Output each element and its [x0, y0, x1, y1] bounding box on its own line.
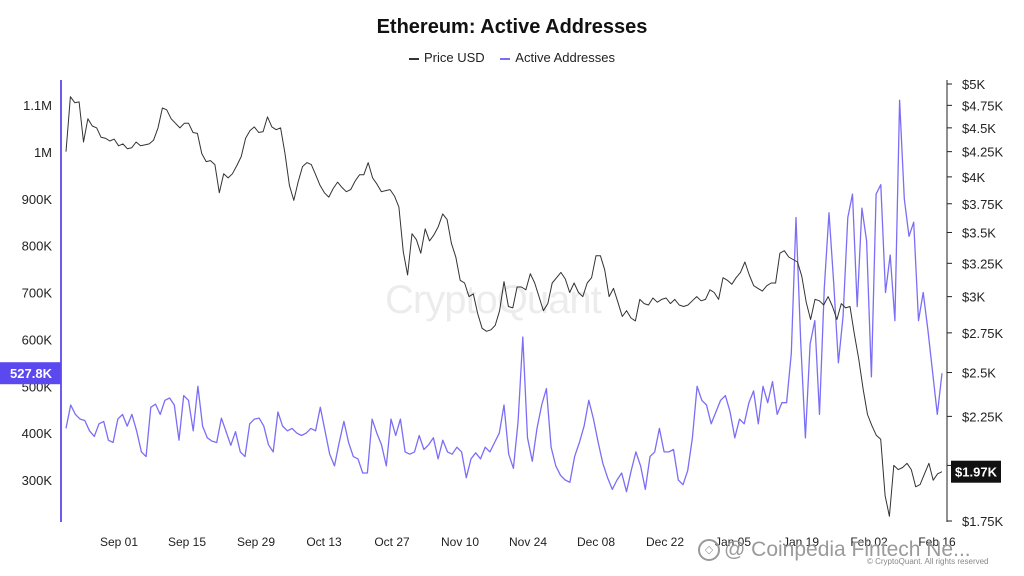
current-active-addresses-badge — [0, 362, 61, 385]
x-tick-label: Feb 16 — [918, 535, 956, 549]
legend-label-active-addresses: Active Addresses — [515, 50, 616, 65]
right-tick-label: $4K — [962, 170, 985, 185]
right-tick-label: $3.75K — [962, 197, 1004, 212]
x-tick-label: Feb 02 — [850, 535, 888, 549]
x-tick-label: Oct 27 — [374, 535, 410, 549]
x-tick-label: Dec 08 — [577, 535, 615, 549]
left-tick-label: 600K — [22, 332, 53, 347]
chart-legend: Price USD Active Addresses — [0, 50, 1024, 65]
series-line-active-addresses — [65, 99, 943, 493]
right-tick-label: $3.5K — [962, 225, 996, 240]
footer-text: @ Coinpedia Fintech Ne... — [724, 538, 971, 561]
x-tick-label: Sep 01 — [100, 535, 138, 549]
coin-icon: ◇ — [698, 539, 720, 562]
footer-watermark: ◇ @ Coinpedia Fintech Ne... — [698, 538, 971, 562]
legend-swatch-active-addresses — [500, 57, 511, 60]
right-tick-label: $2.5K — [962, 366, 996, 381]
legend-item-active-addresses[interactable]: Active Addresses — [500, 50, 615, 65]
x-tick-label: Nov 10 — [441, 535, 479, 549]
x-tick-label: Dec 22 — [646, 535, 684, 549]
right-tick-label: $2.25K — [962, 409, 1004, 424]
x-tick-label: Oct 13 — [306, 535, 342, 549]
x-tick-label: Jan 19 — [783, 535, 819, 549]
left-tick-label: 700K — [22, 286, 53, 301]
current-price-badge — [951, 460, 1001, 483]
legend-label-price: Price USD — [423, 50, 485, 65]
left-tick-label: 900K — [22, 192, 53, 207]
right-tick-label: $5K — [962, 77, 985, 92]
x-tick-label: Sep 29 — [237, 535, 275, 549]
right-tick-label: $4.75K — [962, 98, 1004, 113]
left-tick-label: 300K — [22, 473, 53, 488]
left-tick-label: 1M — [34, 145, 52, 160]
current-price-label: $1.97K — [955, 465, 998, 480]
x-tick-label: Sep 15 — [168, 535, 206, 549]
legend-swatch-price — [408, 57, 419, 60]
chart-title: Ethereum: Active Addresses — [376, 16, 648, 38]
current-active-addresses-label: 527.8K — [10, 366, 53, 381]
right-tick-label: $4.25K — [962, 145, 1004, 160]
right-tick-label: $3.25K — [962, 256, 1004, 271]
right-tick-label: $1.75K — [962, 514, 1004, 529]
left-tick-label: 400K — [22, 426, 53, 441]
right-tick-label: $2.75K — [962, 326, 1004, 341]
left-tick-label: 800K — [22, 239, 53, 254]
left-tick-label: 1.1M — [23, 98, 52, 113]
x-tick-label: Nov 24 — [509, 535, 547, 549]
right-tick-label: $4.5K — [962, 121, 996, 136]
copyright-text: © CryptoQuant. All rights reserved — [867, 557, 989, 566]
series-line-price — [65, 96, 943, 517]
watermark: CryptoQuant — [385, 278, 602, 322]
legend-item-price[interactable]: Price USD — [408, 50, 485, 65]
right-tick-label: $3K — [962, 290, 985, 305]
x-tick-label: Jan 05 — [715, 535, 751, 549]
